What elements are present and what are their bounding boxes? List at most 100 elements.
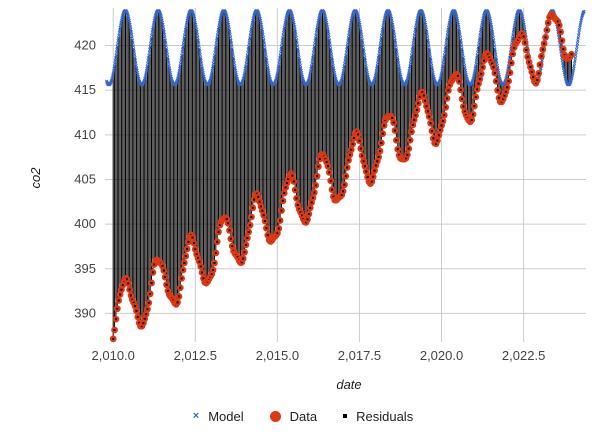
residual-point [432, 137, 435, 140]
model-point [332, 68, 336, 73]
model-point [490, 30, 495, 34]
residual-point [176, 301, 179, 304]
model-point [132, 53, 137, 57]
model-point [512, 23, 517, 27]
x-tick-label: 2,022.5 [502, 348, 545, 363]
model-point [233, 68, 238, 73]
model-point [149, 36, 154, 40]
residual-point [380, 141, 383, 144]
residual-point [473, 105, 476, 108]
model-point [489, 22, 493, 27]
residual-point [161, 264, 164, 267]
model-point [410, 50, 414, 55]
model-point [295, 44, 300, 48]
model-point [262, 41, 266, 45]
model-point [183, 30, 187, 35]
model-point [358, 22, 362, 27]
model-point [167, 63, 171, 68]
model-point [348, 23, 353, 27]
model-point [228, 32, 232, 37]
model-point [458, 32, 462, 37]
model-point [408, 61, 412, 66]
model-point [296, 47, 300, 51]
residual-point [313, 191, 316, 194]
model-point [181, 42, 186, 46]
residual-point [418, 95, 421, 98]
model-point [180, 53, 184, 57]
model-point [276, 64, 281, 68]
model-point [249, 25, 254, 30]
residual-point [180, 277, 183, 280]
model-point [359, 30, 363, 34]
legend-item-data[interactable]: Data [269, 409, 317, 424]
residual-point [242, 257, 245, 260]
residual-point [439, 129, 442, 132]
model-point [443, 47, 447, 52]
residual-point [463, 110, 466, 113]
model-point [230, 50, 235, 54]
residual-point [559, 30, 562, 33]
model-point [374, 69, 378, 73]
model-point [410, 47, 415, 52]
model-point [459, 41, 463, 45]
model-point [276, 66, 280, 71]
model-point [228, 35, 233, 40]
model-point [216, 28, 220, 32]
model-point [231, 53, 235, 57]
residual-point [258, 200, 261, 203]
model-point [229, 38, 233, 42]
model-point [114, 53, 118, 57]
model-point [440, 66, 445, 71]
model-point [362, 53, 367, 57]
model-point [262, 38, 266, 42]
model-point [163, 35, 167, 40]
residual-point [395, 139, 398, 142]
residual-point [410, 130, 413, 133]
residual-point [218, 224, 221, 227]
residual-point [216, 240, 219, 243]
model-point [578, 25, 582, 30]
model-point [309, 64, 314, 68]
model-point [199, 61, 204, 65]
residual-point [143, 317, 146, 320]
model-point [198, 55, 203, 60]
residual-point [187, 240, 190, 243]
model-point [228, 30, 232, 34]
model-point [407, 71, 411, 75]
model-point [492, 38, 496, 42]
legend-item-residuals[interactable]: Residuals [343, 409, 413, 424]
residual-point [374, 164, 377, 167]
model-point [510, 36, 515, 40]
residual-point [491, 62, 494, 65]
residual-point [132, 301, 135, 304]
model-point [343, 59, 347, 63]
residual-point [194, 248, 197, 251]
model-point [379, 36, 383, 40]
model-point [327, 35, 331, 40]
residual-point [537, 72, 540, 75]
model-point [294, 35, 298, 40]
residual-point [346, 166, 349, 169]
residual-point [458, 80, 461, 83]
model-point [394, 47, 399, 51]
model-point [393, 38, 397, 42]
residual-point [426, 110, 429, 113]
residual-point [281, 199, 284, 202]
model-point [259, 22, 264, 27]
model-point [194, 22, 198, 27]
residual-point [114, 318, 117, 321]
model-point [129, 27, 133, 32]
model-point [265, 63, 270, 68]
residual-point [246, 237, 249, 240]
model-point [474, 59, 479, 63]
model-point [374, 71, 378, 75]
y-tick-label: 405 [74, 171, 96, 186]
residual-point [376, 160, 379, 163]
model-point [213, 47, 218, 52]
model-point [571, 71, 575, 75]
residual-point [292, 180, 295, 183]
legend-item-model[interactable]: × Model [193, 409, 244, 424]
model-point [494, 53, 498, 57]
model-point [345, 47, 349, 52]
residual-point [417, 102, 420, 105]
